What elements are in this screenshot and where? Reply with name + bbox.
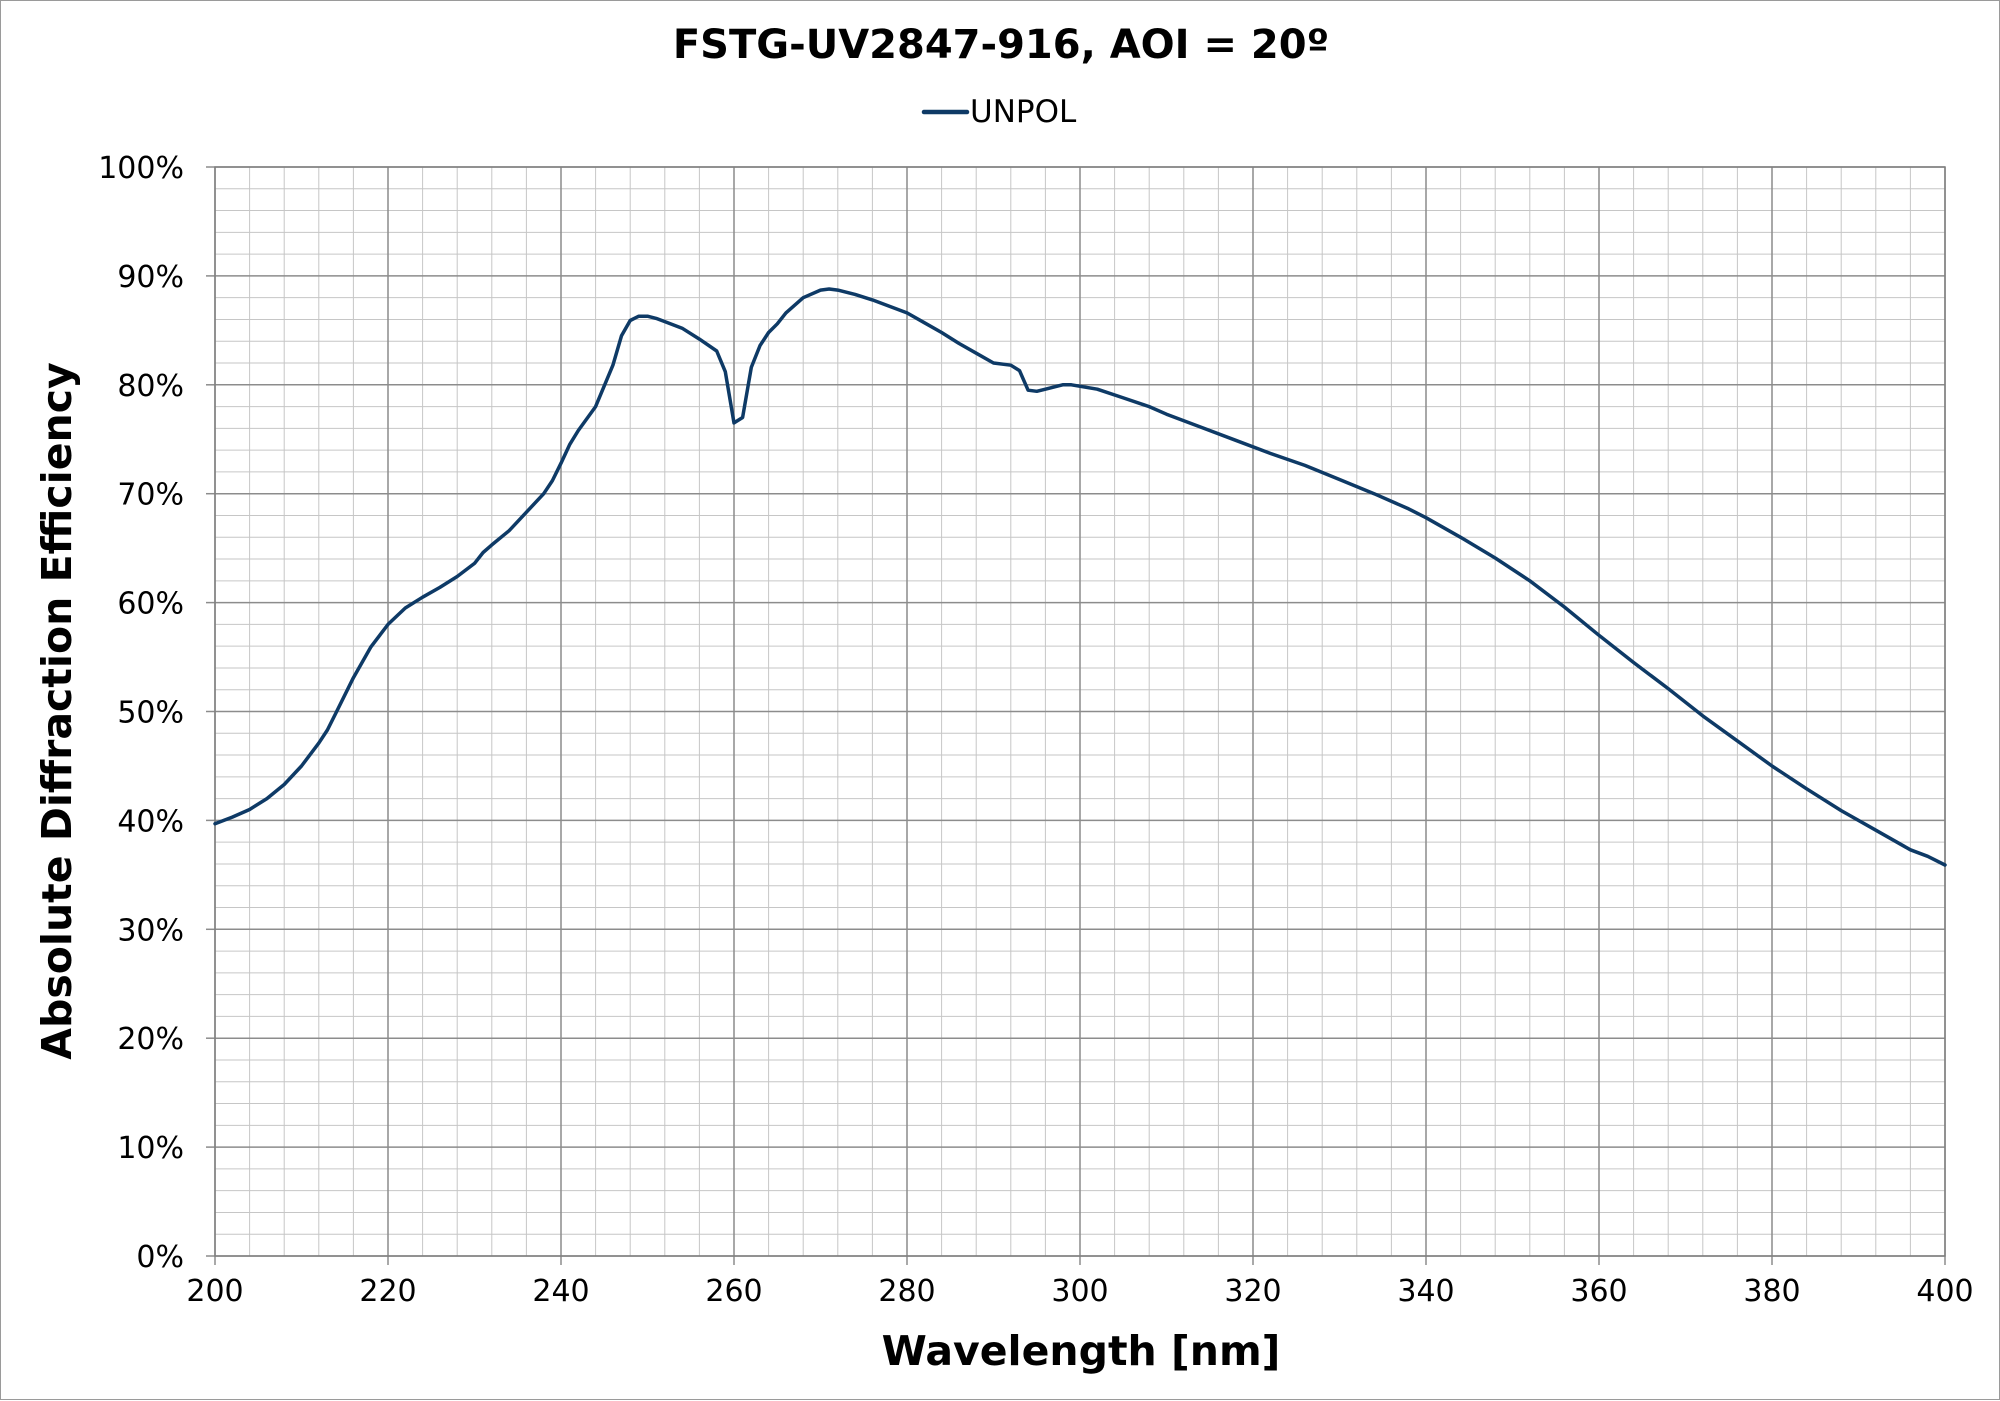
series-line-unpol (213, 287, 1947, 867)
series-layer (213, 287, 1947, 867)
x-tick-label: 220 (359, 1274, 416, 1309)
y-tick-label: 0% (136, 1240, 184, 1275)
y-tick-label: 100% (98, 151, 184, 186)
x-tick-label: 340 (1397, 1274, 1454, 1309)
x-axis-title: Wavelength [nm] (882, 1327, 1281, 1375)
y-tick-label: 70% (117, 478, 184, 513)
y-tick-label: 50% (117, 696, 184, 731)
y-tick-label: 30% (117, 913, 184, 948)
x-tick-label: 360 (1570, 1274, 1627, 1309)
y-tick-label: 80% (117, 369, 184, 404)
x-tick-label: 240 (532, 1274, 589, 1309)
y-tick-label: 60% (117, 587, 184, 622)
chart-title: FSTG-UV2847-916, AOI = 20º (673, 22, 1329, 68)
plot-area-border (214, 166, 1946, 1257)
y-axis-tick-labels: 0% 10% 20% 30% 40% 50% 60% 70% 80% 90% 100% (98, 151, 184, 1275)
x-tick-label: 400 (1916, 1274, 1973, 1309)
y-tick-label: 20% (117, 1022, 184, 1057)
x-tick-label: 200 (186, 1274, 243, 1309)
x-axis-tick-labels: 200 220 240 260 280 300 320 340 360 380 400 (186, 1274, 1973, 1309)
x-tick-label: 280 (878, 1274, 935, 1309)
major-gridlines (206, 166, 1946, 1265)
y-axis-title: Absolute Diffraction Efficiency (33, 362, 81, 1059)
y-tick-label: 40% (117, 804, 184, 839)
legend-label-unpol: UNPOL (970, 94, 1077, 130)
y-tick-label: 90% (117, 260, 184, 295)
x-tick-label: 380 (1743, 1274, 1800, 1309)
y-tick-label: 10% (117, 1131, 184, 1166)
x-tick-label: 320 (1224, 1274, 1281, 1309)
x-tick-label: 260 (705, 1274, 762, 1309)
x-tick-label: 300 (1051, 1274, 1108, 1309)
legend: UNPOL (921, 94, 1077, 130)
